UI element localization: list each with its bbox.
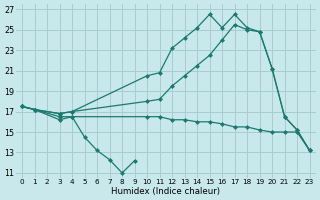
X-axis label: Humidex (Indice chaleur): Humidex (Indice chaleur) bbox=[111, 187, 220, 196]
